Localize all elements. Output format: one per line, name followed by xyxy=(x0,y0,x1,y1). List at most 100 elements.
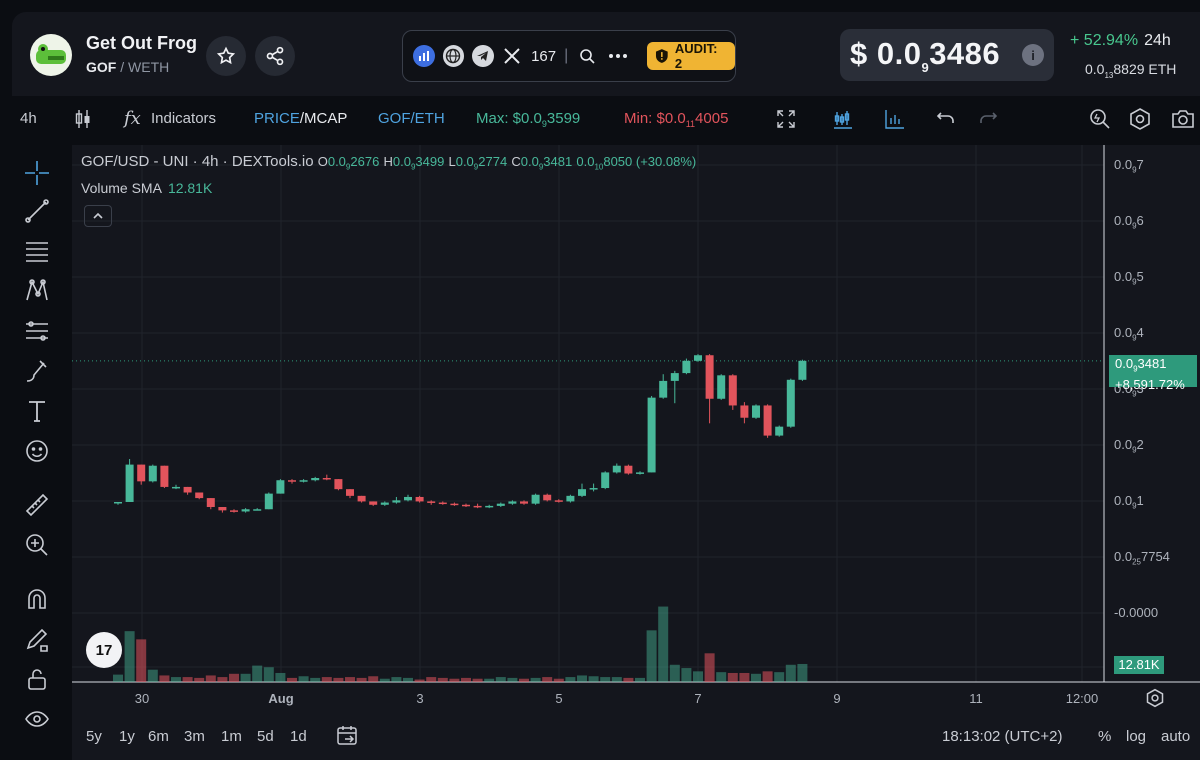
time-axis-label: Aug xyxy=(268,691,294,706)
candle-body xyxy=(578,489,586,496)
candle-body xyxy=(148,465,157,482)
tradingview-logo[interactable]: 17 xyxy=(86,632,122,668)
star-icon xyxy=(216,46,236,65)
candle-body xyxy=(230,510,238,512)
candle-body xyxy=(369,501,378,505)
camera-icon[interactable] xyxy=(1170,107,1196,135)
zoom-in-icon[interactable] xyxy=(22,530,52,560)
candle-body xyxy=(137,464,146,482)
log-scale-toggle[interactable]: log xyxy=(1126,728,1147,745)
date-range-icon[interactable] xyxy=(336,724,358,750)
ohlc-legend: GOF/USD - UNI · 4h · DEXTools.io O0.0926… xyxy=(81,153,697,172)
fullscreen-icon[interactable] xyxy=(776,109,796,133)
range-button-5y[interactable]: 5y xyxy=(86,728,102,745)
favorite-button[interactable] xyxy=(206,36,246,76)
candle-body xyxy=(566,495,575,502)
candle-body xyxy=(322,477,331,480)
candle-body xyxy=(705,355,714,399)
volume-bar xyxy=(472,678,483,682)
range-button-3m[interactable]: 3m xyxy=(184,728,205,745)
token-pair: GOF / WETH xyxy=(86,59,170,75)
horizontal-lines-icon[interactable] xyxy=(22,236,52,266)
pattern-icon[interactable] xyxy=(22,276,52,306)
fib-levels-icon[interactable] xyxy=(22,316,52,346)
volume-bar xyxy=(716,672,727,682)
interval-selector[interactable]: 4h xyxy=(20,110,37,127)
percent-scale-toggle[interactable]: % xyxy=(1098,728,1112,745)
lock-drawing-icon[interactable] xyxy=(22,624,52,654)
x-follower-count: 167 xyxy=(531,47,557,65)
range-button-1y[interactable]: 1y xyxy=(119,728,135,745)
unlock-icon[interactable] xyxy=(22,664,52,694)
search-icon[interactable] xyxy=(576,45,598,67)
candle-type-icon[interactable] xyxy=(74,108,92,134)
candle-body xyxy=(752,405,760,418)
indicators-icon[interactable]: fx xyxy=(124,108,141,129)
undo-icon[interactable] xyxy=(936,109,956,131)
volume-tag: 12.81K xyxy=(1114,656,1164,674)
volume-bar xyxy=(345,677,355,682)
magnet-icon[interactable] xyxy=(22,584,52,614)
zoom-search-icon[interactable] xyxy=(1088,107,1112,135)
volume-chart-icon[interactable] xyxy=(884,108,906,134)
emoji-icon[interactable] xyxy=(22,436,52,466)
volume-bar xyxy=(147,669,158,682)
audit-badge[interactable]: AUDIT: 2 xyxy=(647,41,736,71)
clock-timestamp[interactable]: 18:13:02 (UTC+2) xyxy=(942,728,1063,745)
trend-line-icon[interactable] xyxy=(22,196,52,226)
dextools-icon[interactable] xyxy=(413,45,435,67)
volume-bar xyxy=(333,677,344,682)
current-price: $ 0.093486 i xyxy=(840,29,1054,81)
brush-icon[interactable] xyxy=(22,356,52,386)
volume-bar xyxy=(391,677,402,682)
last-price-tag: 0.093481 +8,591.72% xyxy=(1109,355,1197,392)
volume-bar xyxy=(182,677,193,682)
candle-body xyxy=(775,426,784,436)
volume-bar xyxy=(437,677,448,682)
volume-bar xyxy=(461,677,471,682)
candle-body xyxy=(438,502,447,505)
crosshair-icon[interactable] xyxy=(22,158,52,188)
auto-scale-toggle[interactable]: auto xyxy=(1161,728,1191,745)
volume-bar xyxy=(275,672,286,682)
volume-bar xyxy=(240,673,251,682)
volume-bar xyxy=(356,677,367,682)
telegram-icon[interactable] xyxy=(472,45,494,67)
social-links: 167 | AUDIT: 2 xyxy=(402,30,736,82)
settings-hex-icon[interactable] xyxy=(1128,107,1152,135)
volume-bar xyxy=(530,677,541,682)
eye-icon[interactable] xyxy=(22,704,52,734)
axis-settings-icon[interactable] xyxy=(1145,688,1165,713)
collapse-legend-button[interactable] xyxy=(84,205,112,227)
candlestick-chart-canvas xyxy=(72,145,1200,683)
volume-bar xyxy=(785,664,796,682)
share-button[interactable] xyxy=(255,36,295,76)
website-globe-icon[interactable] xyxy=(442,45,465,67)
time-axis-label: 5 xyxy=(555,691,563,706)
redo-icon[interactable] xyxy=(978,109,998,131)
time-axis-label: 12:00 xyxy=(1065,691,1099,706)
range-button-1d[interactable]: 1d xyxy=(290,728,307,745)
range-button-5d[interactable]: 5d xyxy=(257,728,274,745)
candle-body xyxy=(427,501,436,503)
ruler-icon[interactable] xyxy=(22,490,52,520)
range-bar: 5y 1y 6m 3m 1m 5d 1d 18:13:02 (UTC+2) % log au… xyxy=(72,720,1200,754)
range-button-1m[interactable]: 1m xyxy=(221,728,242,745)
more-icon[interactable] xyxy=(606,45,631,67)
candle-body xyxy=(798,360,807,380)
chart-toolbar: 4h fx Indicators PRICE/MCAP GOF/ETH Max:… xyxy=(0,100,1200,138)
pair-toggle[interactable]: GOF/ETH xyxy=(378,110,445,127)
info-icon[interactable]: i xyxy=(1022,44,1044,66)
price-mcap-toggle[interactable]: PRICE/MCAP xyxy=(254,110,348,127)
volume-bar xyxy=(646,630,657,682)
range-button-6m[interactable]: 6m xyxy=(148,728,169,745)
drawing-tools-rail xyxy=(14,150,64,750)
volume-bar xyxy=(704,653,715,682)
x-twitter-icon[interactable] xyxy=(502,45,524,67)
volume-legend: Volume SMA 12.81K xyxy=(81,180,213,196)
candle-body xyxy=(253,509,262,511)
trades-chart-icon[interactable] xyxy=(832,108,854,134)
indicators-button[interactable]: Indicators xyxy=(151,110,217,127)
text-tool-icon[interactable] xyxy=(22,396,52,426)
price-chart[interactable]: GOF/USD - UNI · 4h · DEXTools.io O0.0926… xyxy=(72,145,1200,760)
